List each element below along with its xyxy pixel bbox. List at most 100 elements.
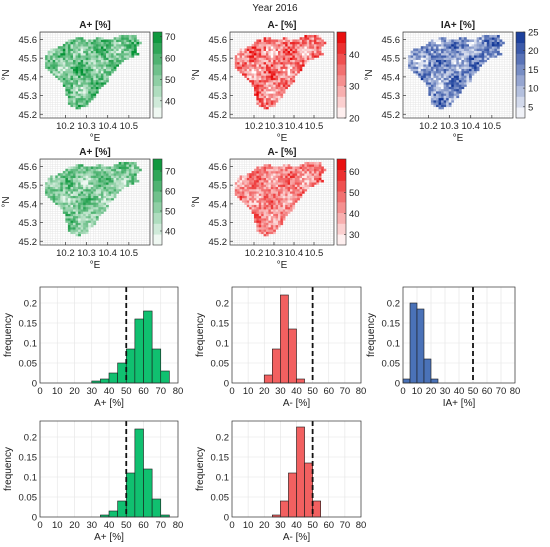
- map-cell: [502, 41, 505, 45]
- map-cell: [62, 46, 66, 49]
- map-cell: [98, 73, 102, 76]
- map-cell: [93, 186, 97, 190]
- map-cell: [266, 179, 269, 183]
- map-cell: [70, 75, 74, 78]
- map-cell: [273, 48, 276, 51]
- map-cell: [60, 73, 64, 76]
- map-cell: [90, 97, 94, 101]
- map-cell: [294, 59, 298, 63]
- y-tick-label: 0.2: [216, 299, 229, 310]
- map-cell: [67, 227, 71, 230]
- map-cell: [282, 73, 286, 76]
- map-cell: [428, 43, 432, 47]
- map-cell: [57, 57, 61, 60]
- map-cell: [266, 57, 269, 60]
- map-cell: [423, 73, 427, 76]
- map-cell: [254, 177, 257, 181]
- map-cell: [287, 197, 291, 201]
- map-cell: [133, 177, 137, 181]
- map-cell: [83, 43, 86, 47]
- map-cell: [479, 41, 482, 45]
- map-cell: [456, 70, 460, 74]
- map-cell: [282, 164, 286, 167]
- map-cell: [106, 168, 109, 172]
- map-cell: [466, 79, 470, 83]
- map-cell: [88, 97, 92, 101]
- map-cell: [70, 186, 74, 190]
- map-cell: [244, 52, 248, 56]
- map-cell: [282, 206, 286, 210]
- map-cell: [309, 164, 312, 167]
- map-cell: [73, 197, 76, 201]
- map-cell: [123, 164, 127, 167]
- map-cell: [131, 170, 135, 174]
- map-cell: [466, 55, 470, 58]
- map-cell: [287, 173, 291, 176]
- map-cell: [131, 48, 135, 51]
- map-cell: [254, 41, 257, 45]
- map-cell: [443, 75, 447, 78]
- map-cell: [287, 82, 291, 85]
- map-cell: [263, 213, 267, 217]
- map-cell: [469, 39, 472, 43]
- map-cell: [100, 209, 104, 212]
- x-tick-label: 70: [155, 386, 166, 397]
- map-cell: [108, 200, 112, 203]
- map-cell: [316, 161, 320, 165]
- map-cell: [463, 84, 467, 87]
- map-cell: [103, 70, 107, 74]
- map-cell: [111, 182, 114, 185]
- map-cell: [50, 59, 53, 63]
- map-cell: [282, 86, 286, 90]
- map-cell: [80, 186, 84, 190]
- map-cell: [261, 82, 264, 85]
- map-cell: [78, 193, 81, 196]
- map-cell: [111, 66, 114, 69]
- map-cell: [100, 55, 104, 58]
- map-frame: [229, 158, 335, 246]
- map-cell: [294, 188, 298, 192]
- map-cell: [290, 61, 293, 65]
- x-axis-label: °E: [90, 260, 101, 271]
- map-cell: [430, 61, 434, 65]
- map-cell: [302, 39, 305, 43]
- map-cell: [237, 59, 240, 63]
- map-cell: [474, 50, 477, 54]
- map-cell: [453, 75, 457, 78]
- map-cell: [448, 104, 452, 108]
- map-cell: [258, 70, 262, 74]
- map-cell: [285, 46, 288, 49]
- map-cell: [65, 211, 69, 214]
- map-cell: [108, 43, 112, 47]
- colorbar-segment: [337, 53, 346, 65]
- map-cell: [282, 59, 286, 63]
- map-cell: [85, 70, 89, 74]
- map-cell: [251, 173, 255, 176]
- map-cell: [60, 50, 64, 54]
- map-cell: [436, 104, 439, 108]
- map-cell: [65, 200, 69, 203]
- map-cell: [65, 79, 69, 83]
- map-cell: [302, 166, 305, 170]
- map-cell: [282, 211, 286, 214]
- map-cell: [246, 55, 250, 58]
- map-cell: [78, 70, 81, 74]
- map-cell: [258, 55, 262, 58]
- map-cell: [65, 182, 69, 185]
- map-cell: [273, 97, 276, 101]
- map-cell: [126, 57, 130, 60]
- map-cell: [73, 200, 76, 203]
- map-cell: [249, 46, 252, 49]
- x-tick-label: 10.2: [419, 121, 438, 132]
- map-cell: [263, 186, 267, 190]
- map-cell: [494, 39, 498, 43]
- map-cell: [316, 168, 320, 172]
- map-cell: [453, 41, 457, 45]
- map-cell: [448, 57, 452, 60]
- colorbar-segment: [153, 96, 162, 108]
- map-cell: [299, 61, 303, 65]
- map-cell: [75, 211, 79, 214]
- map-cell: [254, 48, 257, 51]
- map-cell: [121, 186, 125, 190]
- map-cell: [113, 59, 117, 63]
